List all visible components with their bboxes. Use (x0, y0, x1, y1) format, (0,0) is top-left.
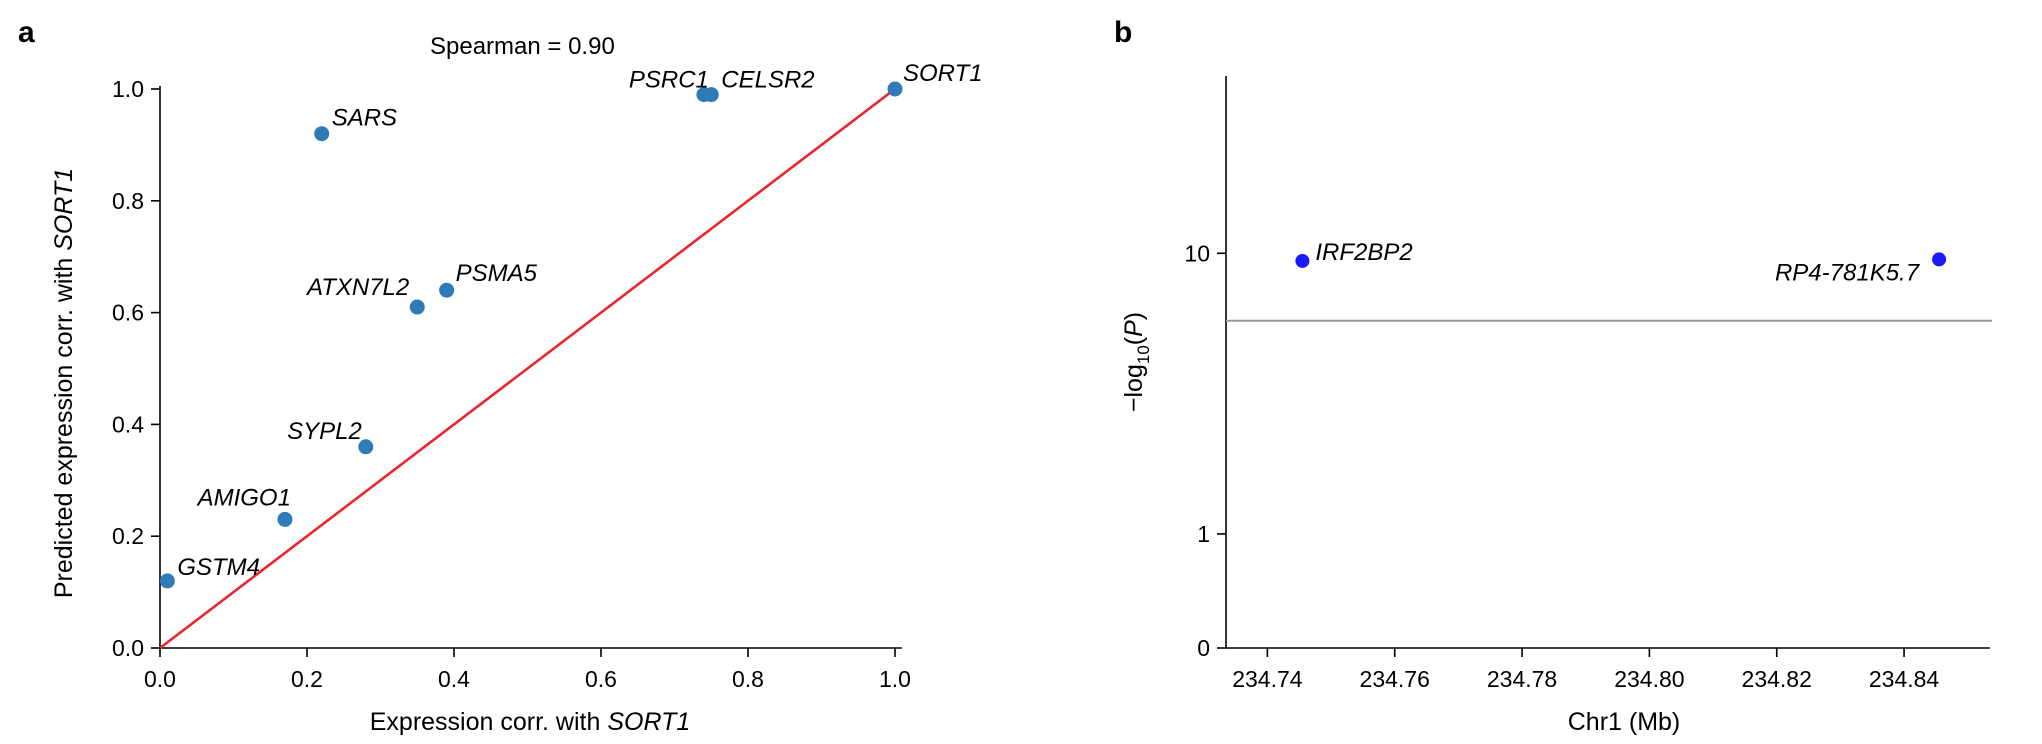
y-label-part-open: ( (1120, 336, 1148, 345)
x-tick-label-a: 1.0 (879, 666, 911, 692)
x-tick-label-b: 234.80 (1614, 666, 1684, 692)
point-label-psma5: PSMA5 (456, 260, 538, 287)
y-axis-label-b: −log10(P) (1120, 312, 1153, 412)
x-axis-label-prefix: Expression corr. with (370, 708, 608, 736)
y-tick-label-a: 0.6 (112, 300, 144, 326)
point-label-sars: SARS (332, 105, 397, 132)
y-tick-label-b: 10 (1184, 240, 1210, 266)
x-axis-label-b: Chr1 (Mb) (1568, 708, 1681, 736)
y-label-part-close: ) (1120, 312, 1148, 320)
data-point-celsr2 (703, 87, 719, 103)
panel-b: b 234.74 234.76 234.78 234.80 234.82 234.84 0 1… (1000, 0, 2042, 744)
y-axis-label-prefix: Predicted expression corr. with (50, 251, 78, 598)
point-label-amigo1: AMIGO1 (196, 484, 291, 511)
ticks-group-a: 0.0 0.2 0.4 0.6 0.8 1.0 0.0 0.2 0.4 0.6 0.8 1.0 (112, 76, 911, 692)
data-point-psma5 (439, 282, 455, 298)
x-tick-label-a: 0.4 (438, 666, 470, 692)
spearman-annotation: Spearman = 0.90 (430, 33, 615, 60)
point-label-sort1: SORT1 (903, 60, 983, 87)
data-point-amigo1 (277, 511, 293, 527)
point-label-irf2bp2: IRF2BP2 (1315, 239, 1412, 266)
points-group-b: IRF2BP2 RP4-781K5.7 (1295, 239, 1947, 286)
scatter-chart-a: a Spearman = 0.90 0.0 0.2 0.4 0.6 0.8 1.00.00… (18, 16, 983, 736)
x-tick-label-a: 0.8 (732, 666, 764, 692)
y-label-part-subscript: 10 (1134, 345, 1153, 364)
y-label-part-log: −log (1120, 364, 1148, 412)
point-label-psrc1: PSRC1 (629, 67, 709, 94)
point-label-gstm4: GSTM4 (177, 554, 260, 581)
point-label-sypl2: SYPL2 (287, 418, 362, 445)
point-label-atxn7l2: ATXN7L2 (305, 274, 409, 301)
x-tick-label-a: 0.0 (144, 666, 176, 692)
data-point-irf2bp2 (1295, 253, 1310, 268)
panel-letter-a: a (18, 16, 35, 49)
y-tick-label-a: 0.2 (112, 523, 144, 549)
y-tick-label-a: 0.0 (112, 635, 144, 661)
scatter-chart-b: b 234.74 234.76 234.78 234.80 234.82 234.84 0 1… (1114, 16, 1992, 736)
x-axis-label-a: Expression corr. with SORT1 (370, 708, 691, 736)
x-tick-label-b: 234.78 (1487, 666, 1557, 692)
data-point-atxn7l2 (409, 299, 425, 315)
y-tick-label-a: 1.0 (112, 76, 144, 102)
x-tick-label-a: 0.6 (585, 666, 617, 692)
reference-diagonal-line (159, 87, 896, 650)
y-tick-label-a: 0.8 (112, 188, 144, 214)
x-tick-label-b: 234.76 (1360, 666, 1430, 692)
ticks-group-b: 234.74 234.76 234.78 234.80 234.82 234.84 0 1 10 (1184, 240, 1939, 692)
y-tick-label-a: 0.4 (112, 411, 144, 437)
y-tick-label-b: 0 (1197, 635, 1210, 661)
y-axis-label-gene: SORT1 (50, 168, 78, 251)
data-point-rp4-781k5.7 (1932, 252, 1947, 267)
panel-letter-b: b (1114, 16, 1132, 49)
x-tick-label-a: 0.2 (291, 666, 323, 692)
panel-a: a Spearman = 0.90 0.0 0.2 0.4 0.6 0.8 1.0 0.0 0… (0, 0, 1000, 744)
data-point-gstm4 (159, 573, 175, 589)
point-label-rp4-781k5.7: RP4-781K5.7 (1775, 259, 1921, 286)
x-tick-label-b: 234.74 (1232, 666, 1303, 692)
data-point-sort1 (887, 81, 903, 97)
x-tick-label-b: 234.82 (1742, 666, 1812, 692)
y-label-part-p: P (1120, 320, 1148, 337)
x-tick-label-b: 234.84 (1869, 666, 1940, 692)
data-point-sypl2 (358, 439, 374, 455)
point-label-celsr2: CELSR2 (721, 67, 814, 94)
y-axis-label-a: Predicted expression corr. with SORT1 (50, 168, 78, 598)
data-point-sars (314, 126, 330, 142)
x-axis-label-gene: SORT1 (607, 708, 690, 736)
y-tick-label-b: 1 (1197, 521, 1210, 547)
points-group-a: GSTM4 AMIGO1 SARS SYPL2 ATXN7L2 PSMA5 PSRC1 CEL… (159, 60, 983, 589)
